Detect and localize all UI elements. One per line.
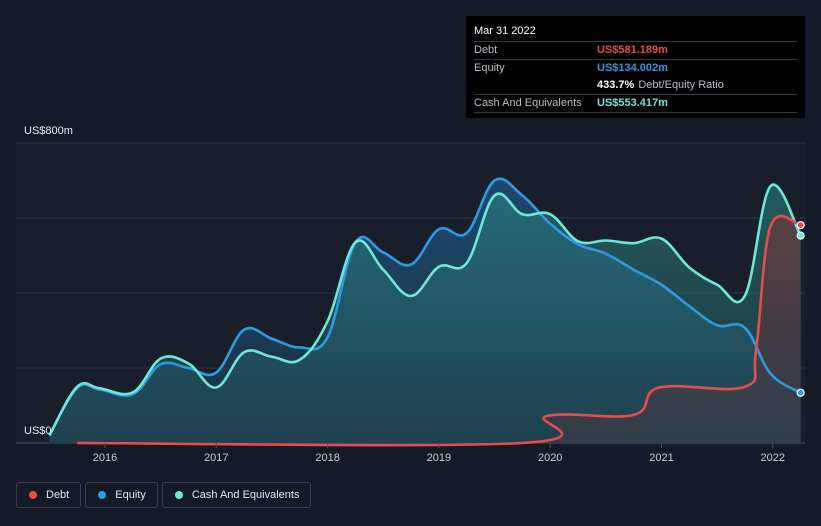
tooltip-date: Mar 31 2022 <box>474 24 797 42</box>
x-tick-label: 2018 <box>315 452 339 464</box>
series-end-markers <box>796 221 805 397</box>
end-marker-equity[interactable] <box>796 388 805 397</box>
x-tick-label: 2016 <box>93 452 117 464</box>
legend-item-cash[interactable]: Cash And Equivalents <box>161 482 312 508</box>
legend-label-equity: Equity <box>115 489 146 501</box>
x-tick-label: 2019 <box>427 452 451 464</box>
line-cash <box>48 183 802 437</box>
tooltip-row-ratio: 433.7% Debt/Equity Ratio <box>474 77 797 95</box>
x-tick-label: 2022 <box>761 452 785 464</box>
tooltip-equity-value: US$134.002m <box>597 62 668 74</box>
series-lines <box>48 177 802 447</box>
area-debt <box>77 216 801 446</box>
tooltip-row-cash: Cash And Equivalents US$553.417m <box>474 95 797 113</box>
tooltip-debt-value: US$581.189m <box>597 44 668 56</box>
chart-legend: Debt Equity Cash And Equivalents <box>16 482 312 510</box>
legend-label-cash: Cash And Equivalents <box>191 489 300 501</box>
series-areas <box>49 178 801 446</box>
line-debt <box>77 214 802 447</box>
x-tick-label: 2017 <box>204 452 228 464</box>
tooltip-ratio-value: 433.7% <box>597 79 635 91</box>
legend-item-debt[interactable]: Debt <box>16 482 82 508</box>
x-tick-label: 2021 <box>649 452 673 464</box>
tooltip-debt-label: Debt <box>474 44 498 56</box>
end-marker-cash[interactable] <box>796 231 805 240</box>
legend-dot-cash <box>174 491 183 499</box>
y-axis-label-bottom: US$0 <box>24 425 52 437</box>
y-axis-label-top: US$800m <box>24 125 73 137</box>
tooltip-cash-value: US$553.417m <box>597 97 668 109</box>
tooltip-row-debt: Debt US$581.189m <box>474 42 797 60</box>
legend-dot-debt <box>29 491 37 499</box>
line-equity <box>48 177 802 437</box>
data-tooltip: Mar 31 2022 Debt US$581.189m Equity US$1… <box>466 16 805 118</box>
tooltip-cash-label: Cash And Equivalents <box>474 97 582 109</box>
x-tick-label: 2020 <box>538 452 562 464</box>
end-marker-debt[interactable] <box>796 221 805 230</box>
legend-label-debt: Debt <box>46 489 70 501</box>
tooltip-equity-label: Equity <box>474 62 505 74</box>
tooltip-ratio-label: Debt/Equity Ratio <box>638 79 724 91</box>
area-cash <box>49 184 801 443</box>
x-axis: 2016 2017 2018 2019 2020 2021 2022 <box>93 443 785 464</box>
legend-item-equity[interactable]: Equity <box>85 482 158 508</box>
legend-dot-equity <box>98 491 107 499</box>
tooltip-row-equity: Equity US$134.002m <box>474 60 797 77</box>
